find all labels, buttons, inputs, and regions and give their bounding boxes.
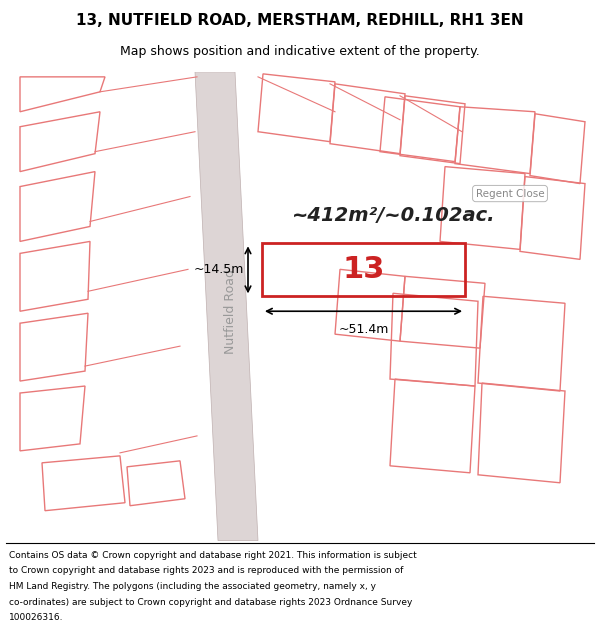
Text: Map shows position and indicative extent of the property.: Map shows position and indicative extent… — [120, 45, 480, 58]
Text: Nutfield Road: Nutfield Road — [223, 269, 236, 354]
Text: 13, NUTFIELD ROAD, MERSTHAM, REDHILL, RH1 3EN: 13, NUTFIELD ROAD, MERSTHAM, REDHILL, RH… — [76, 12, 524, 28]
Text: HM Land Registry. The polygons (including the associated geometry, namely x, y: HM Land Registry. The polygons (includin… — [9, 582, 376, 591]
Text: Regent Close: Regent Close — [476, 189, 544, 199]
Text: to Crown copyright and database rights 2023 and is reproduced with the permissio: to Crown copyright and database rights 2… — [9, 566, 403, 576]
Text: 100026316.: 100026316. — [9, 613, 64, 622]
Text: Contains OS data © Crown copyright and database right 2021. This information is : Contains OS data © Crown copyright and d… — [9, 551, 417, 560]
Text: 13: 13 — [343, 256, 385, 284]
Text: ~14.5m: ~14.5m — [194, 263, 244, 276]
Text: ~51.4m: ~51.4m — [338, 323, 389, 336]
Polygon shape — [195, 72, 258, 541]
Text: ~412m²/~0.102ac.: ~412m²/~0.102ac. — [292, 206, 495, 225]
Text: co-ordinates) are subject to Crown copyright and database rights 2023 Ordnance S: co-ordinates) are subject to Crown copyr… — [9, 598, 412, 607]
